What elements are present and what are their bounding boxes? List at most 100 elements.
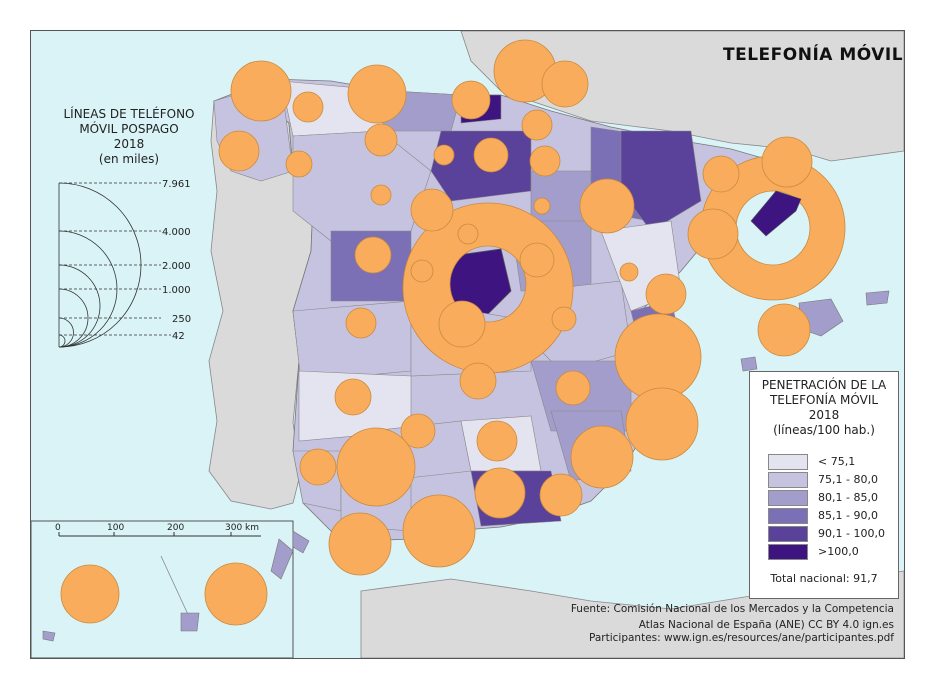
barcelona-circle	[700, 155, 846, 301]
circle-cuenca	[459, 362, 497, 400]
circle-valladolid	[410, 188, 454, 232]
source-line-3: Participantes: www.ign.es/resources/ane/…	[588, 632, 894, 644]
circle-albacete	[400, 413, 436, 449]
circle-pontevedra	[218, 130, 260, 172]
legend-value-5: 42	[172, 331, 185, 342]
balearic-ibiza	[740, 356, 758, 372]
circle-a-coruna	[230, 60, 292, 122]
scale-tick-100: 100	[107, 523, 125, 533]
circle-huelva	[299, 448, 337, 486]
legend-class-2: 80,1 - 85,0	[768, 490, 896, 507]
source-line-1: Fuente: Comisión Nacional de los Mercado…	[570, 603, 894, 615]
legend-value-4: 250	[172, 314, 191, 325]
swatch-0	[768, 454, 808, 470]
swatch-3	[768, 508, 808, 524]
swatch-2	[768, 490, 808, 506]
scale-bar	[58, 532, 261, 537]
circle-valencia	[614, 313, 702, 401]
map-canvas: 7.961 4.000 2.000 1.000 250 42	[31, 31, 904, 658]
circle-la-rioja	[529, 145, 561, 177]
circle-badajoz	[334, 378, 372, 416]
circle-leon	[364, 123, 398, 157]
circle-alava	[521, 109, 553, 141]
swatch-5	[768, 544, 808, 560]
scale-tick-0: 0	[55, 523, 61, 533]
legend-class-5: >100,0	[768, 544, 896, 561]
pen-title-line-4: (líneas/100 hab.)	[773, 423, 875, 437]
circle-balearic	[757, 303, 811, 357]
circle-asturias	[347, 64, 407, 124]
circle-legend-values: 7.961 4.000 2.000 1.000 250 42	[162, 179, 191, 342]
source-line-2: Atlas Nacional de España (ANE) CC BY 4.0…	[638, 619, 894, 631]
class-label-4: 90,1 - 100,0	[818, 527, 885, 540]
penetration-legend: PENETRACIÓN DE LA TELEFONÍA MÓVIL 2018 (…	[749, 371, 899, 599]
circle-zamora	[370, 184, 392, 206]
national-total: Total nacional: 91,7	[770, 572, 878, 585]
circle-legend-line-3: 2018	[113, 137, 145, 151]
swatch-1	[768, 472, 808, 488]
barcelona-inner	[750, 190, 802, 237]
circle-legend-title: LÍNEAS DE TELÉFONO MÓVIL POSPAGO 2018 (e…	[49, 107, 209, 167]
island-fuerteventura	[270, 538, 294, 580]
legend-class-4: 90,1 - 100,0	[768, 526, 896, 543]
balearic-menorca	[865, 290, 890, 306]
circle-palencia	[433, 144, 455, 166]
circle-burgos	[473, 137, 509, 173]
island-gomera	[180, 612, 200, 632]
circle-canarias-lp	[60, 564, 120, 624]
circle-cordoba	[476, 420, 518, 462]
legend-class-1: 75,1 - 80,0	[768, 472, 896, 489]
legend-value-0: 7.961	[162, 179, 191, 190]
circle-guipuzcoa	[541, 60, 589, 108]
africa-land	[360, 570, 904, 658]
island-hierro	[42, 630, 56, 642]
class-label-1: 75,1 - 80,0	[818, 473, 878, 486]
legend-class-3: 85,1 - 90,0	[768, 508, 896, 525]
circle-lleida	[702, 155, 740, 193]
circle-castellon	[551, 306, 577, 332]
canarias-inset	[31, 520, 294, 658]
circle-teruel	[619, 262, 639, 282]
circle-soria	[533, 197, 551, 215]
circle-legend-line-2: MÓVIL POSPAGO	[79, 122, 179, 136]
circle-ourense	[285, 150, 313, 178]
region-huesca	[620, 130, 702, 232]
pen-title-line-3: 2018	[808, 408, 840, 422]
circle-segovia	[457, 223, 479, 245]
class-label-5: >100,0	[818, 545, 859, 558]
swatch-4	[768, 526, 808, 542]
circle-murcia	[570, 425, 634, 489]
circle-ciudad-real	[555, 370, 591, 406]
legend-value-3: 1.000	[162, 285, 191, 296]
circle-avila	[410, 259, 434, 283]
class-label-0: < 75,1	[818, 455, 856, 468]
circle-jaen	[474, 467, 526, 519]
circle-cadiz	[328, 512, 392, 576]
circle-tarragona	[645, 273, 687, 315]
circle-toledo	[438, 300, 486, 348]
circle-lugo	[292, 91, 324, 123]
inset-divider	[160, 555, 192, 622]
circle-almeria	[402, 494, 476, 568]
circle-sevilla	[336, 427, 416, 507]
circle-navarra	[579, 178, 635, 234]
map-frame: 7.961 4.000 2.000 1.000 250 42 TELEFONÍA…	[30, 30, 905, 659]
class-label-2: 80,1 - 85,0	[818, 491, 878, 504]
pen-title-line-1: PENETRACIÓN DE LA	[761, 378, 887, 392]
class-label-3: 85,1 - 90,0	[818, 509, 878, 522]
circle-salamanca	[354, 236, 392, 274]
circle-alicante	[625, 387, 699, 461]
scale-unit: km	[245, 523, 259, 533]
circle-legend-graphic	[58, 182, 171, 348]
circle-zaragoza	[687, 208, 739, 260]
legend-class-0: < 75,1	[768, 454, 896, 471]
circle-caceres	[345, 307, 377, 339]
scale-tick-300: 300	[225, 523, 243, 533]
circle-guadalajara	[519, 242, 555, 278]
island-lanzarote	[292, 530, 310, 554]
circle-girona	[761, 136, 813, 188]
pen-title-line-2: TELEFONÍA MÓVIL	[769, 393, 879, 407]
penetration-legend-title: PENETRACIÓN DE LA TELEFONÍA MÓVIL 2018 (…	[750, 378, 898, 438]
circle-canarias-tf	[204, 562, 268, 626]
circle-legend-line-1: LÍNEAS DE TELÉFONO	[63, 107, 195, 121]
